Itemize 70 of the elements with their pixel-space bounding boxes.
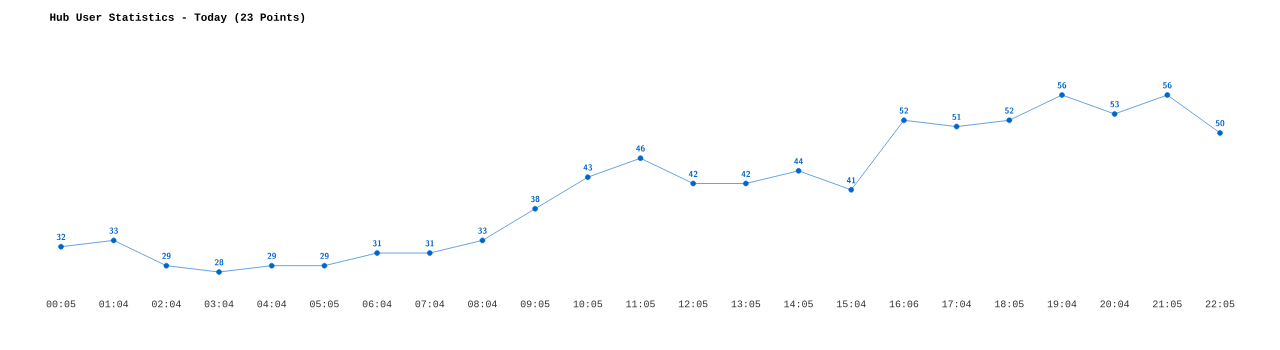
chart-title: Hub User Statistics - Today (23 Points) <box>50 12 305 24</box>
point <box>426 250 433 256</box>
x-tick-label: 14:05 <box>784 300 813 308</box>
point <box>1006 117 1013 124</box>
data-label: 31 <box>425 240 434 247</box>
x-tick-label: 04:04 <box>257 300 287 308</box>
x-tick-label: 00:05 <box>46 300 76 308</box>
x-tick-label: 12:05 <box>678 300 708 308</box>
data-label: 52 <box>1004 107 1014 114</box>
x-tick-label: 05:05 <box>310 300 339 308</box>
x-tick-label: 06:04 <box>362 300 392 308</box>
point <box>216 269 222 275</box>
point <box>58 243 64 250</box>
x-tick-label: 22:05 <box>1205 300 1235 308</box>
point <box>374 250 380 256</box>
data-label: 29 <box>320 252 329 260</box>
x-tick-label: 07:04 <box>415 300 445 308</box>
x-tick-label: 13:05 <box>731 300 761 308</box>
data-label: 42 <box>688 170 698 177</box>
point <box>532 205 538 212</box>
point <box>637 155 644 162</box>
x-tick-label: 11:05 <box>626 300 655 308</box>
point <box>268 262 275 269</box>
data-label: 50 <box>1215 120 1225 127</box>
point <box>848 187 855 193</box>
point <box>690 180 696 187</box>
point <box>1111 111 1118 117</box>
point <box>743 180 749 187</box>
point <box>321 262 328 269</box>
x-tick-label: 20:04 <box>1100 300 1130 308</box>
data-label: 29 <box>162 252 171 260</box>
point <box>1059 92 1065 98</box>
data-label: 52 <box>899 107 909 114</box>
point <box>1164 92 1171 98</box>
point <box>953 123 960 130</box>
x-tick-label: 21:05 <box>1153 300 1182 308</box>
point <box>163 262 170 269</box>
data-label: 43 <box>583 164 593 171</box>
data-label: 41 <box>846 177 856 184</box>
point <box>1217 130 1223 136</box>
x-tick-label: 08:04 <box>468 300 497 308</box>
x-tick-label: 15:04 <box>837 300 866 308</box>
data-label: 44 <box>794 158 803 165</box>
point <box>795 168 802 174</box>
x-tick-label: 02:04 <box>152 300 181 308</box>
data-label: 31 <box>372 240 382 247</box>
x-tick-label: 19:04 <box>1047 300 1077 308</box>
data-label: 56 <box>1057 82 1067 89</box>
point <box>479 237 486 244</box>
point <box>585 174 591 180</box>
data-label: 33 <box>109 227 118 234</box>
data-label: 33 <box>478 227 487 234</box>
x-tick-label: 01:04 <box>99 300 129 308</box>
point <box>110 237 117 244</box>
data-label: 29 <box>267 252 276 260</box>
data-label: 46 <box>636 145 645 152</box>
data-label: 28 <box>214 259 224 266</box>
data-label: 42 <box>741 170 751 177</box>
data-label: 38 <box>530 195 540 203</box>
data-label: 51 <box>952 113 961 120</box>
x-tick-label: 17:04 <box>942 300 972 308</box>
data-label: 53 <box>1110 101 1119 108</box>
x-tick-label: 09:05 <box>520 300 550 308</box>
x-tick-label: 16:06 <box>889 300 919 308</box>
x-tick-label: 10:05 <box>573 300 603 308</box>
x-tick-label: 03:04 <box>204 300 234 308</box>
x-tick-label: 18:05 <box>995 300 1024 308</box>
data-label: 56 <box>1162 82 1172 89</box>
point <box>901 117 907 124</box>
data-label: 32 <box>56 233 66 241</box>
